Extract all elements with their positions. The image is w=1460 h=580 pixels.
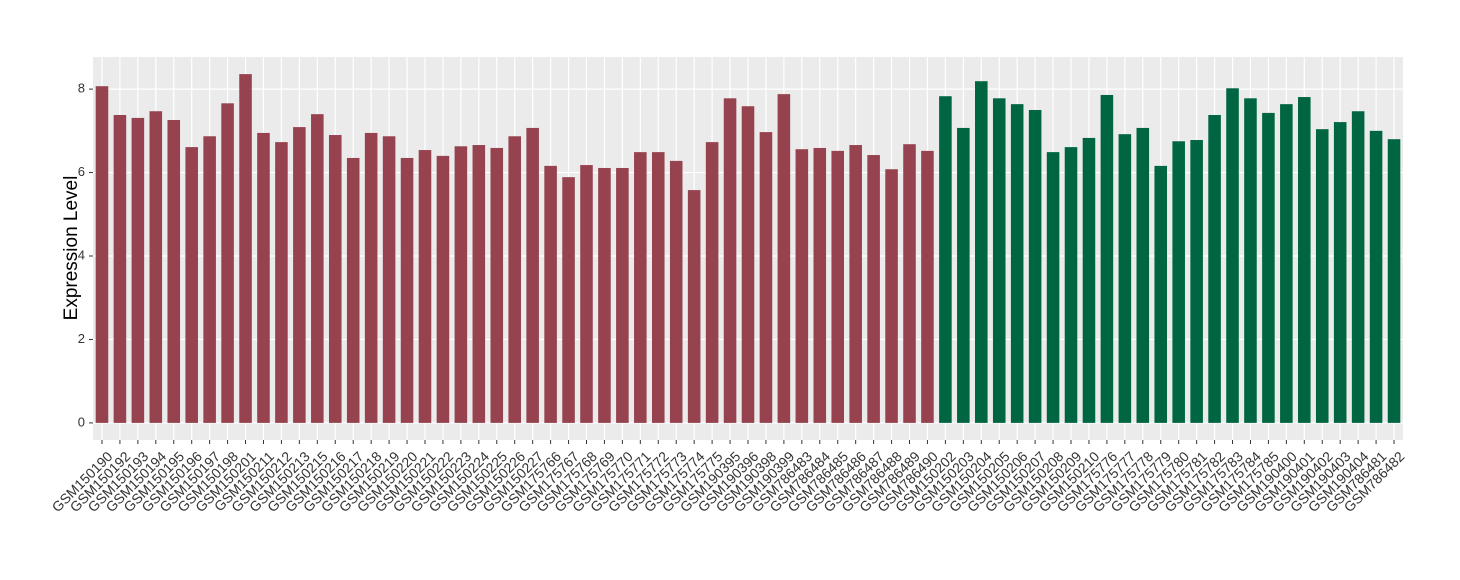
bar [167, 119, 181, 423]
bar [741, 106, 755, 423]
bar [311, 114, 324, 423]
y-tick-label: 8 [78, 81, 85, 96]
bar [454, 146, 468, 423]
bar [95, 86, 109, 423]
bar [1315, 129, 1329, 423]
bar [903, 144, 916, 423]
bar [705, 142, 719, 423]
bar [849, 145, 862, 423]
bar [723, 98, 737, 423]
bar [1172, 141, 1185, 423]
bar [580, 165, 593, 423]
bar [1208, 114, 1221, 423]
bar [777, 94, 791, 423]
bar [885, 169, 898, 423]
bar [957, 127, 970, 423]
bar [508, 136, 521, 423]
bar [400, 157, 414, 423]
bar [364, 132, 378, 423]
bar [113, 114, 127, 423]
bar [1190, 140, 1203, 423]
bar [1082, 137, 1096, 423]
bar [328, 135, 342, 423]
bar [867, 155, 880, 423]
bar [616, 167, 629, 423]
bar [203, 136, 216, 423]
bar [1154, 165, 1168, 423]
bar [992, 98, 1006, 423]
bar [1136, 127, 1150, 423]
y-tick-label: 0 [78, 414, 85, 429]
bar [921, 150, 934, 423]
bar [1100, 94, 1114, 423]
bar [544, 165, 557, 423]
bar [651, 152, 665, 423]
bar [975, 81, 988, 423]
bar [634, 152, 647, 423]
bar [1046, 152, 1060, 423]
bar [490, 147, 504, 423]
bar [257, 132, 270, 423]
bar [275, 142, 288, 423]
bar [418, 150, 432, 423]
bar [669, 160, 683, 423]
bar [1262, 112, 1275, 423]
bar [1028, 109, 1042, 423]
bar [149, 111, 163, 423]
bar [1010, 104, 1024, 423]
bar [436, 155, 450, 423]
bar [221, 103, 234, 423]
bar [813, 147, 827, 423]
bar [239, 74, 252, 423]
bar [1064, 147, 1078, 423]
bar [1226, 88, 1239, 423]
y-tick-label: 4 [78, 247, 85, 262]
bar [472, 145, 486, 423]
bar [1369, 130, 1383, 423]
bar [1244, 98, 1257, 423]
y-axis-title: Expression Level [61, 176, 82, 321]
bar [185, 147, 198, 423]
y-tick-label: 2 [78, 331, 85, 346]
bar [1118, 134, 1132, 423]
y-tick-label: 6 [78, 164, 85, 179]
bar [526, 127, 539, 423]
bar [759, 132, 773, 423]
bar [1333, 122, 1347, 423]
bar [293, 127, 306, 423]
bar [598, 167, 611, 423]
bar [382, 136, 396, 423]
bar [831, 150, 845, 423]
bar [346, 157, 360, 423]
bar [687, 190, 701, 423]
bar [562, 177, 575, 423]
bar [1298, 97, 1311, 423]
bar [131, 117, 145, 423]
bar [1387, 139, 1401, 423]
bar [1351, 111, 1365, 423]
bar [795, 149, 809, 423]
bar [1280, 104, 1293, 423]
bar [939, 96, 952, 423]
